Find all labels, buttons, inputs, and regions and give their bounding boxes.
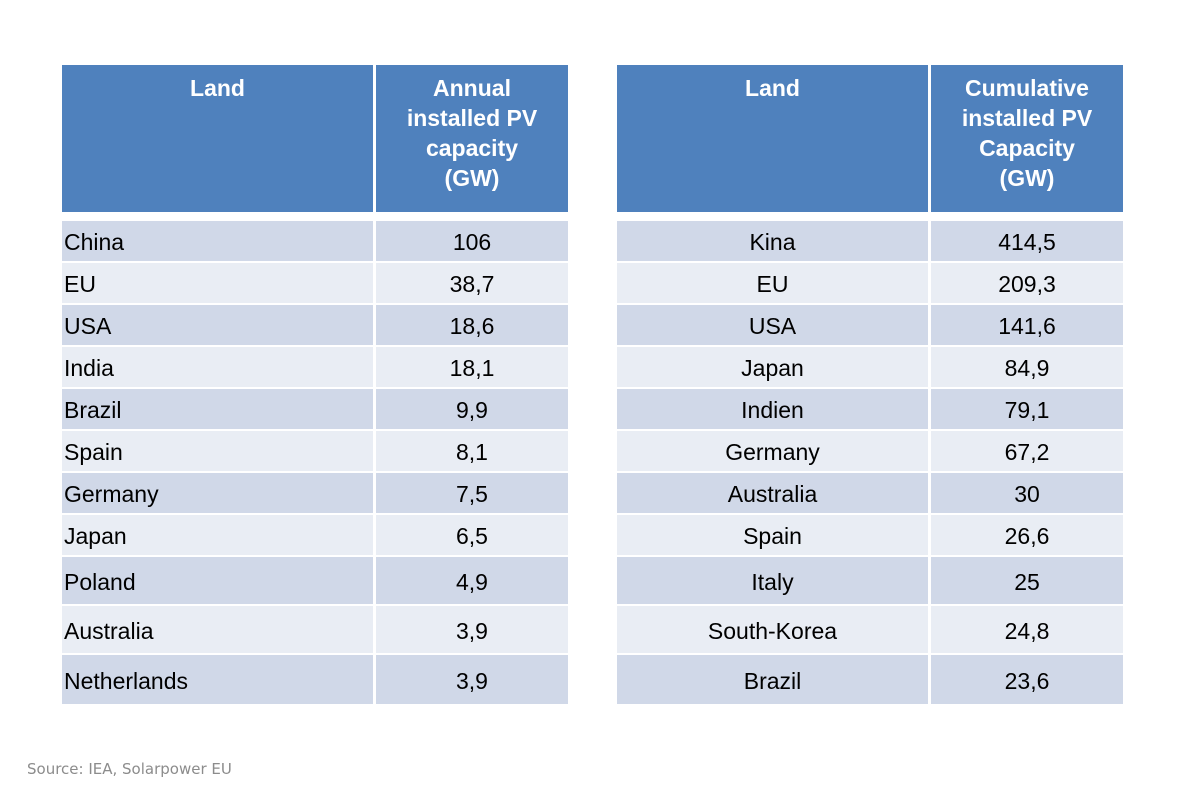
table-row: Kina 414,5 <box>617 221 1123 263</box>
country-cell: Germany <box>617 431 928 473</box>
table-row: Germany 7,5 <box>62 473 568 515</box>
country-cell: China <box>62 221 373 263</box>
capacity-cell: 25 <box>928 557 1123 606</box>
cumulative-capacity-table: Land Cumulative installed PV Capacity (G… <box>617 65 1123 704</box>
country-cell: Spain <box>617 515 928 557</box>
country-cell: Brazil <box>617 655 928 704</box>
capacity-cell: 24,8 <box>928 606 1123 655</box>
capacity-cell: 67,2 <box>928 431 1123 473</box>
capacity-cell: 6,5 <box>373 515 568 557</box>
country-cell: USA <box>62 305 373 347</box>
table-row: China 106 <box>62 221 568 263</box>
capacity-cell: 84,9 <box>928 347 1123 389</box>
table-header-row: Land Cumulative installed PV Capacity (G… <box>617 65 1123 221</box>
country-cell: Germany <box>62 473 373 515</box>
capacity-cell: 9,9 <box>373 389 568 431</box>
capacity-cell: 8,1 <box>373 431 568 473</box>
capacity-cell: 209,3 <box>928 263 1123 305</box>
country-cell: Italy <box>617 557 928 606</box>
country-cell: Japan <box>62 515 373 557</box>
capacity-cell: 3,9 <box>373 655 568 704</box>
capacity-cell: 79,1 <box>928 389 1123 431</box>
column-header-land: Land <box>617 65 928 221</box>
country-cell: Spain <box>62 431 373 473</box>
capacity-cell: 38,7 <box>373 263 568 305</box>
capacity-cell: 18,1 <box>373 347 568 389</box>
capacity-cell: 414,5 <box>928 221 1123 263</box>
table-row: Poland 4,9 <box>62 557 568 606</box>
table-row: Brazil 23,6 <box>617 655 1123 704</box>
table-row: Germany 67,2 <box>617 431 1123 473</box>
column-header-cumulative-capacity: Cumulative installed PV Capacity (GW) <box>928 65 1123 221</box>
capacity-cell: 3,9 <box>373 606 568 655</box>
country-cell: EU <box>617 263 928 305</box>
table-row: Italy 25 <box>617 557 1123 606</box>
table-row: USA 18,6 <box>62 305 568 347</box>
capacity-cell: 26,6 <box>928 515 1123 557</box>
country-cell: Brazil <box>62 389 373 431</box>
table-row: Brazil 9,9 <box>62 389 568 431</box>
country-cell: Poland <box>62 557 373 606</box>
table-row: Australia 30 <box>617 473 1123 515</box>
country-cell: Japan <box>617 347 928 389</box>
country-cell: USA <box>617 305 928 347</box>
capacity-cell: 7,5 <box>373 473 568 515</box>
table-row: Indien 79,1 <box>617 389 1123 431</box>
table-row: Spain 8,1 <box>62 431 568 473</box>
table-row: India 18,1 <box>62 347 568 389</box>
country-cell: South-Korea <box>617 606 928 655</box>
capacity-cell: 23,6 <box>928 655 1123 704</box>
capacity-cell: 18,6 <box>373 305 568 347</box>
table-row: Netherlands 3,9 <box>62 655 568 704</box>
annual-capacity-table: Land Annual installed PV capacity (GW) C… <box>62 65 568 704</box>
table-row: EU 209,3 <box>617 263 1123 305</box>
country-cell: India <box>62 347 373 389</box>
table-row: EU 38,7 <box>62 263 568 305</box>
country-cell: EU <box>62 263 373 305</box>
capacity-cell: 106 <box>373 221 568 263</box>
country-cell: Indien <box>617 389 928 431</box>
country-cell: Australia <box>617 473 928 515</box>
table-row: Japan 6,5 <box>62 515 568 557</box>
column-header-annual-capacity: Annual installed PV capacity (GW) <box>373 65 568 221</box>
table-row: Spain 26,6 <box>617 515 1123 557</box>
country-cell: Netherlands <box>62 655 373 704</box>
table-header-row: Land Annual installed PV capacity (GW) <box>62 65 568 221</box>
table-row: Australia 3,9 <box>62 606 568 655</box>
table-row: Japan 84,9 <box>617 347 1123 389</box>
country-cell: Kina <box>617 221 928 263</box>
capacity-cell: 141,6 <box>928 305 1123 347</box>
capacity-cell: 30 <box>928 473 1123 515</box>
table-row: South-Korea 24,8 <box>617 606 1123 655</box>
country-cell: Australia <box>62 606 373 655</box>
capacity-cell: 4,9 <box>373 557 568 606</box>
table-row: USA 141,6 <box>617 305 1123 347</box>
column-header-land: Land <box>62 65 373 221</box>
source-note: Source: IEA, Solarpower EU <box>27 760 232 778</box>
